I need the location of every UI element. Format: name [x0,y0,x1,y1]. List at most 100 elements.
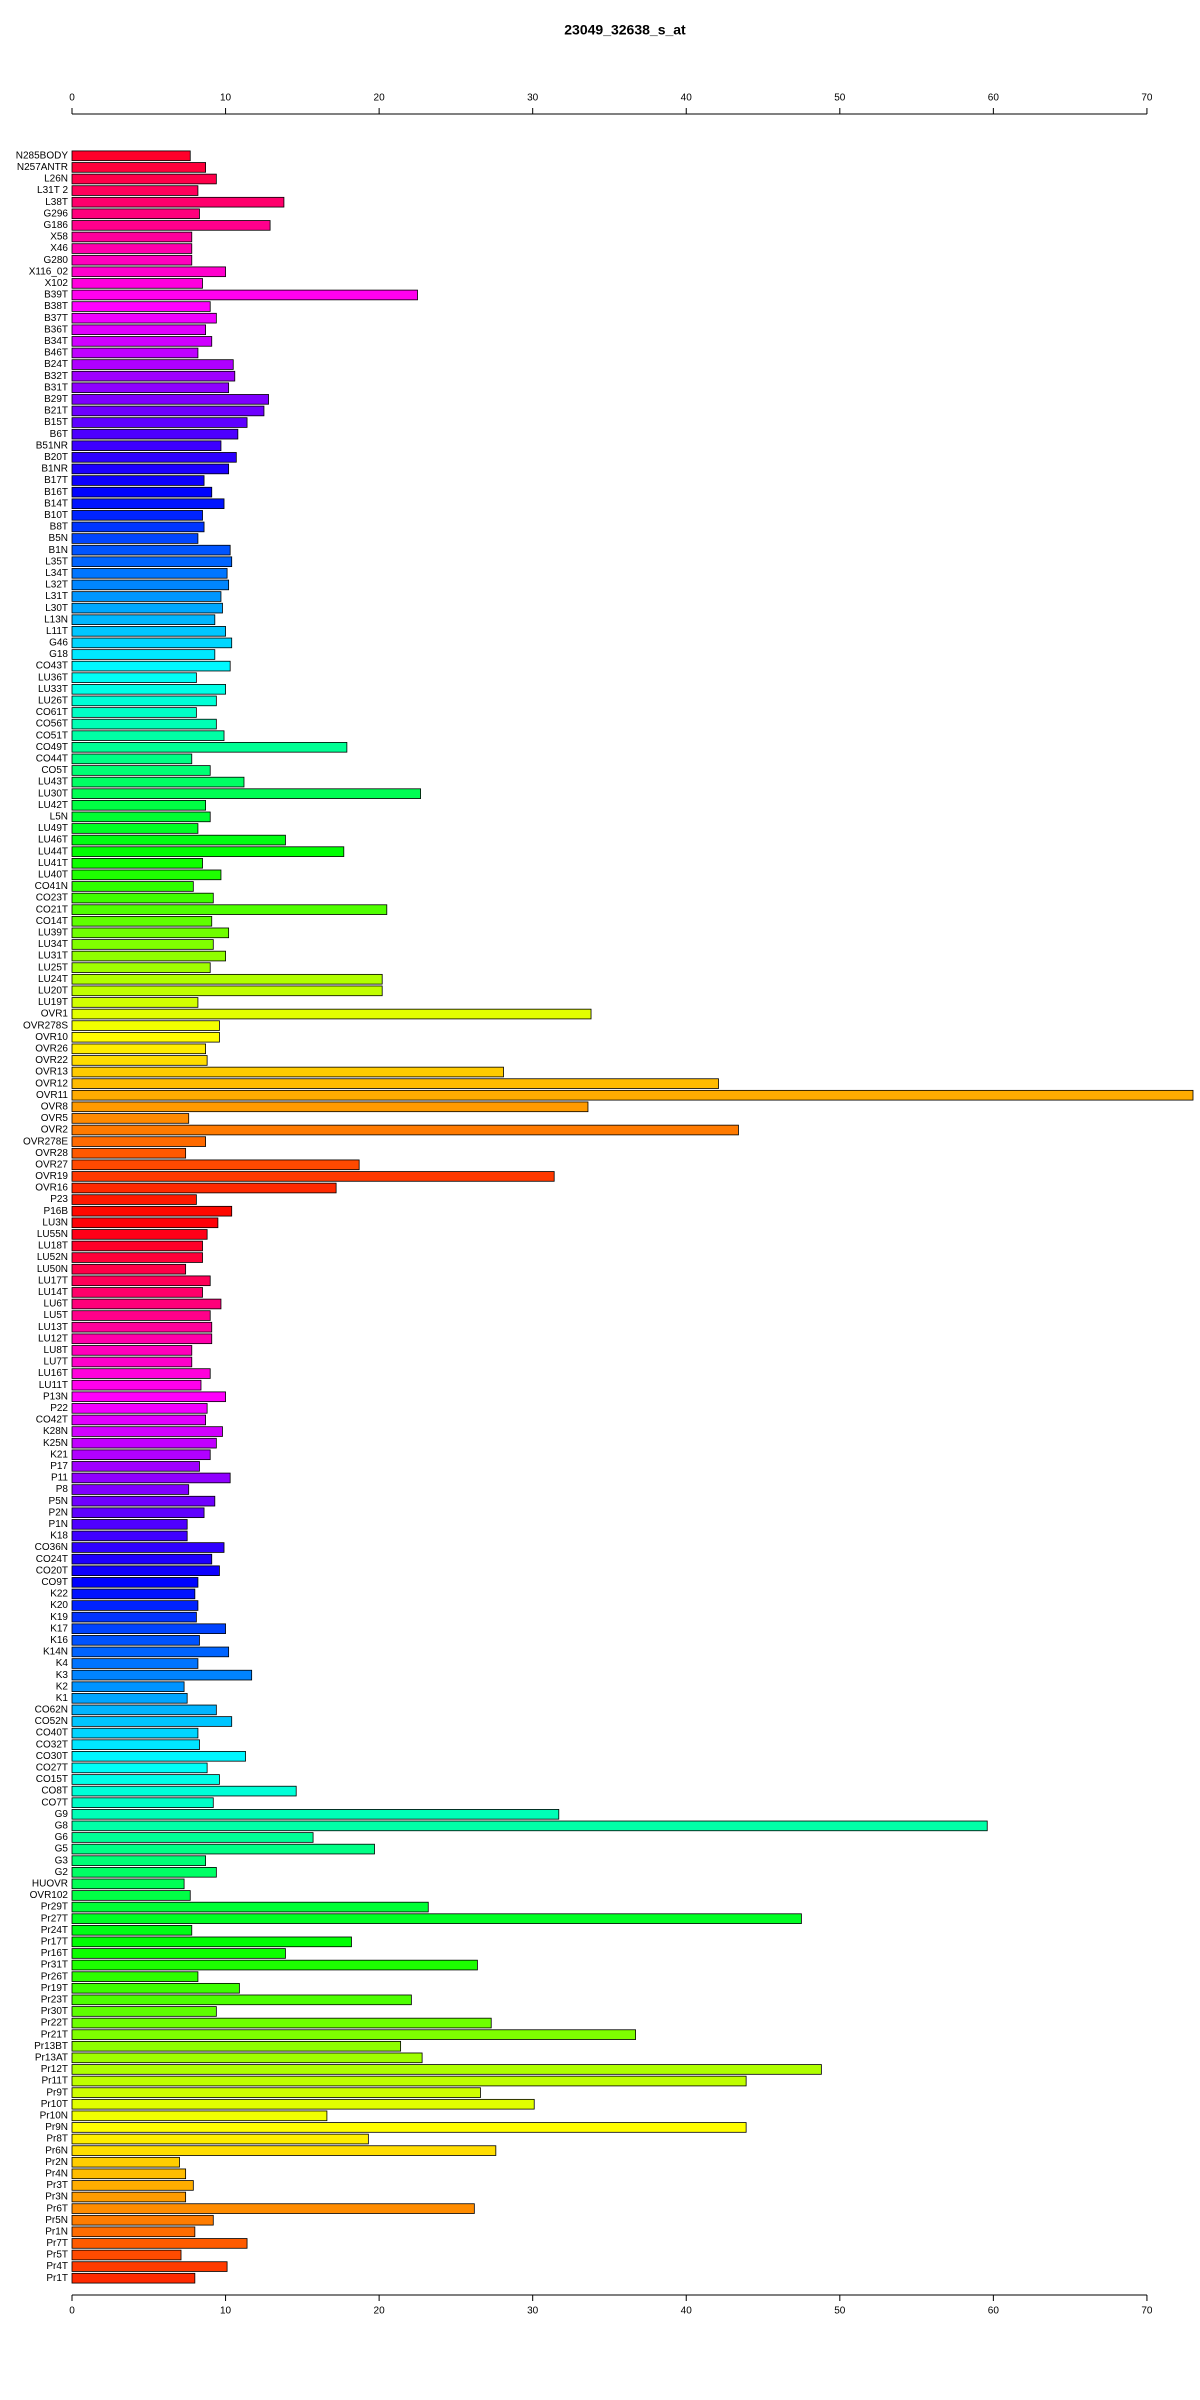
bar [71,765,211,776]
y-tick-label: LU40T [38,870,68,881]
bar [71,1205,233,1217]
x-tick-label: 40 [681,93,693,104]
y-tick-label: B51NR [36,440,68,451]
bar [71,1368,211,1379]
y-tick-label: CO43T [36,661,68,672]
x-tick-label: 0 [69,2306,75,2317]
bar [71,1600,199,1611]
x-tick-label: 0 [69,93,75,104]
y-tick-label: CO20T [36,1565,68,1576]
bar [71,1217,219,1229]
y-tick-label: L31T [45,591,68,602]
y-tick-label: LU17T [38,1275,68,1286]
y-tick-label: LU5T [44,1310,68,1321]
y-tick-label: CO15T [36,1774,68,1785]
bar [71,1785,297,1797]
y-tick-label: CO9T [41,1577,68,1588]
bar [71,1797,214,1808]
y-tick-label: CO27T [36,1763,68,1774]
bar [71,2214,214,2226]
y-tick-label: CO51T [36,730,68,741]
bar [71,1136,206,1147]
y-tick-label: B46T [44,348,68,359]
bar [71,1924,193,1936]
y-tick-label: K28N [43,1426,68,1437]
y-tick-label: X116_02 [29,266,69,277]
y-tick-label: G9 [55,1809,69,1820]
y-tick-label: LU6T [44,1299,68,1310]
bar [71,1171,555,1182]
y-tick-label: B29T [44,394,68,405]
y-tick-label: Pr5N [45,2215,68,2226]
bar [71,370,236,382]
bar [71,1229,208,1240]
y-tick-label: L26N [44,174,68,185]
y-tick-label: CO36N [35,1542,68,1553]
y-tick-label: Pr1N [45,2226,68,2237]
bar [71,962,211,973]
y-tick-label: B5N [49,533,68,544]
bar [71,1971,199,1982]
bar [71,2017,492,2029]
y-tick-label: Pr9N [45,2122,68,2133]
y-tick-label: LU24T [38,974,68,985]
y-tick-label: LU19T [38,997,68,1008]
bar [71,1495,216,1507]
y-tick-label: G5 [55,1844,69,1855]
bar [71,1356,193,1368]
y-tick-label: P8 [56,1484,69,1495]
y-tick-label: LU43T [38,777,68,788]
bar [71,1681,185,1692]
y-tick-label: B15T [44,417,68,428]
bar [71,208,200,220]
y-tick-label: X102 [45,278,69,289]
y-tick-label: K17 [50,1623,68,1634]
y-tick-label: CO23T [36,893,68,904]
bar [71,196,285,208]
bar [71,1530,188,1542]
y-tick-label: Pr6N [45,2145,68,2156]
bar [71,2203,475,2214]
bar [71,1553,213,1565]
bar [71,301,211,312]
y-tick-label: LU46T [38,835,68,846]
bar [71,1008,592,1020]
x-tick-label: 50 [834,93,846,104]
bar [71,2249,182,2261]
bar [71,359,234,370]
y-tick-label: B16T [44,487,68,498]
y-tick-label: G6 [55,1832,69,1843]
bar [71,463,230,475]
bar [71,1113,190,1124]
bar [71,1611,197,1623]
bar [71,1461,200,1472]
bar [71,1588,196,1600]
y-tick-label: LU20T [38,985,68,996]
bar [71,1623,226,1634]
bar [71,336,213,347]
bar [71,486,213,498]
y-tick-label: Pr11T [42,2076,69,2087]
bar [71,1066,504,1078]
bar [71,475,205,486]
y-tick-label: B37T [44,313,68,324]
bar [71,544,231,556]
bar [71,1240,203,1252]
x-tick-label: 20 [374,2306,386,2317]
bar [71,2122,747,2133]
bar [71,1333,213,1345]
y-tick-label: Pr26T [41,1971,68,1982]
x-tick-label: 60 [988,2306,1000,2317]
bar [71,1936,352,1948]
bar [71,243,193,254]
bar [71,1020,220,1031]
y-tick-label: Pr2N [45,2157,68,2168]
y-tick-label: P11 [51,1473,68,1484]
bar [71,2110,328,2122]
y-tick-label: CO44T [36,754,68,765]
y-tick-label: Pr7T [46,2238,68,2249]
bar [71,1182,337,1194]
y-tick-label: CO21T [36,904,68,915]
bar [71,1403,208,1414]
